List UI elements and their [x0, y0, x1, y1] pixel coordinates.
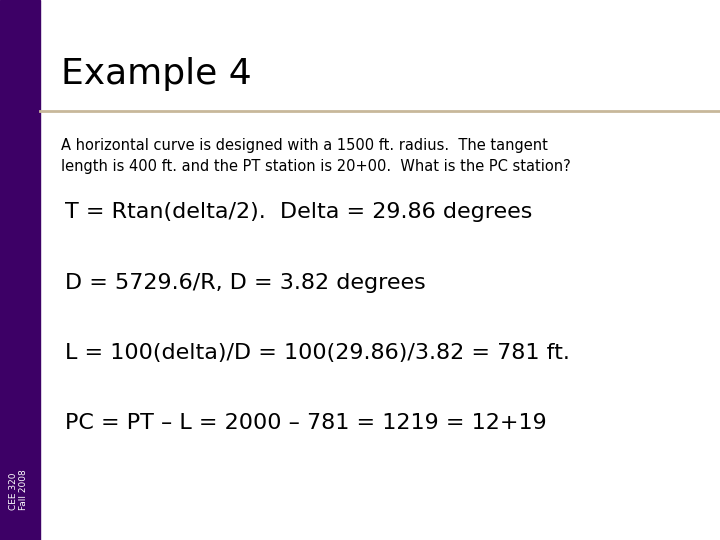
- Text: D = 5729.6/R, D = 3.82 degrees: D = 5729.6/R, D = 3.82 degrees: [65, 273, 426, 293]
- Text: PC = PT – L = 2000 – 781 = 1219 = 12+19: PC = PT – L = 2000 – 781 = 1219 = 12+19: [65, 413, 546, 433]
- Text: CEE 320
Fall 2008: CEE 320 Fall 2008: [9, 470, 28, 510]
- Bar: [0, 0, 40, 540]
- Text: T = Rtan(delta/2).  Delta = 29.86 degrees: T = Rtan(delta/2). Delta = 29.86 degrees: [65, 202, 532, 222]
- Text: A horizontal curve is designed with a 1500 ft. radius.  The tangent
length is 40: A horizontal curve is designed with a 15…: [61, 138, 571, 174]
- Text: L = 100(delta)/D = 100(29.86)/3.82 = 781 ft.: L = 100(delta)/D = 100(29.86)/3.82 = 781…: [65, 343, 570, 363]
- Text: Example 4: Example 4: [61, 57, 252, 91]
